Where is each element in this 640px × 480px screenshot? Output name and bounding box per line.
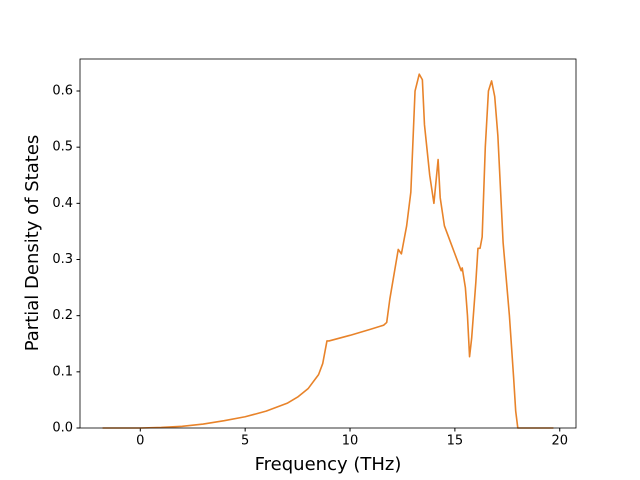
y-tick-label: 0.1 — [52, 364, 73, 379]
x-tick-label: 15 — [447, 434, 464, 449]
x-tick-label: 5 — [241, 434, 249, 449]
y-tick-label: 0.2 — [52, 308, 73, 323]
x-axis-label: Frequency (THz) — [255, 454, 402, 475]
x-tick-label: 0 — [136, 434, 144, 449]
y-tick-label: 0.5 — [52, 140, 73, 155]
y-tick-label: 0.4 — [52, 196, 73, 211]
y-tick-label: 0.0 — [52, 421, 73, 436]
plot-frame — [79, 58, 577, 429]
x-tick-label: 10 — [342, 434, 359, 449]
data-line — [102, 73, 554, 429]
x-tick-label: 20 — [551, 434, 568, 449]
y-tick-label: 0.6 — [52, 84, 73, 99]
y-tick-label: 0.3 — [52, 252, 73, 267]
y-axis-label: Partial Density of States — [22, 135, 43, 352]
